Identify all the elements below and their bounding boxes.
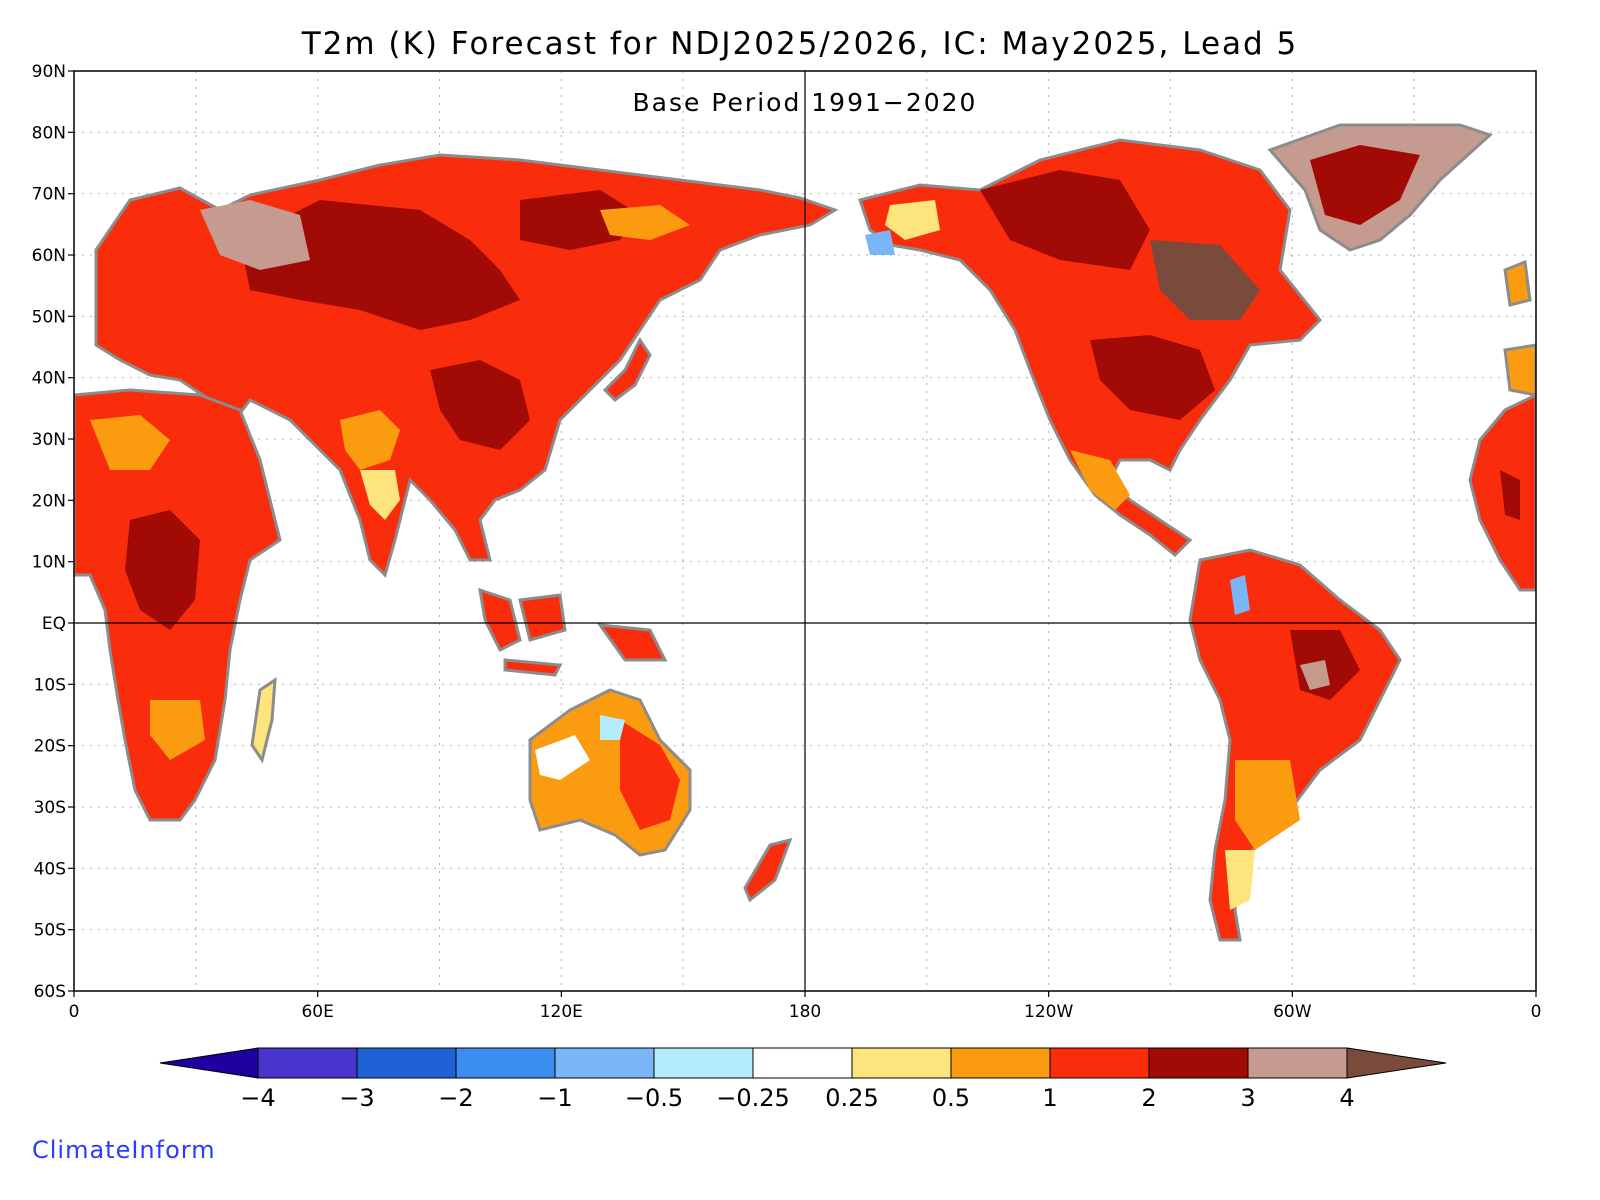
colorbar-swatch (356, 1047, 457, 1079)
colorbar-label: 0.25 (825, 1084, 878, 1112)
colorbar-label: −3 (339, 1084, 374, 1112)
lon-label: 120E (540, 1002, 583, 1022)
north-america-landmass (858, 138, 1323, 558)
lat-label: 60N (32, 246, 66, 266)
lat-label: 10S (34, 675, 66, 695)
lat-label: 50S (34, 921, 66, 941)
colorbar-label: 0.5 (932, 1084, 970, 1112)
greenland-landmass (1267, 123, 1493, 252)
lat-label: 60S (34, 982, 66, 1002)
lat-label: 40N (32, 369, 66, 389)
colorbar: −4 −3 −2 −1 −0.5 −0.25 0.25 0.5 1 2 3 4 (159, 1047, 1447, 1112)
colorbar-swatch (1049, 1047, 1150, 1079)
credit-label: ClimateInform (32, 1136, 216, 1164)
eurasia-heat-core (240, 200, 520, 330)
alaska-warm (885, 200, 940, 240)
colorbar-label: −2 (438, 1084, 473, 1112)
lon-label: 120W (1024, 1002, 1073, 1022)
lat-label: 10N (32, 553, 66, 573)
lon-label: 60E (301, 1002, 333, 1022)
colorbar-label: 3 (1240, 1084, 1255, 1112)
australia-heat (620, 720, 680, 830)
lon-label: 0 (69, 1002, 80, 1022)
eurasia-landmass (94, 153, 839, 578)
lat-label: 40S (34, 859, 66, 879)
canada-heat (980, 170, 1150, 270)
colorbar-label: 2 (1141, 1084, 1156, 1112)
colorbar-label: −1 (537, 1084, 572, 1112)
colorbar-arrow-low (159, 1047, 259, 1079)
lat-label: 20N (32, 491, 66, 511)
colorbar-swatch (554, 1047, 655, 1079)
madagascar-island (250, 677, 277, 764)
arctic-warm-patch (600, 205, 690, 240)
longitude-labels: 0 60E 120E 180 120W 60W 0 (69, 991, 1542, 1022)
colorbar-arrow-high (1346, 1047, 1447, 1079)
east-atlantic-landmass (1468, 259, 1536, 592)
colorbar-swatch (1247, 1047, 1348, 1079)
lat-label: 90N (32, 62, 66, 82)
lat-label: 70N (32, 185, 66, 205)
tibet-warm-patch (340, 410, 400, 470)
japan-island (602, 337, 652, 402)
colorbar-swatch (950, 1047, 1051, 1079)
map-title: T2m (K) Forecast for NDJ2025/2026, IC: M… (301, 26, 1299, 62)
maritime-continent (478, 587, 668, 677)
colorbar-swatch (455, 1047, 556, 1079)
iberia-land (1503, 343, 1536, 397)
lat-label: 30S (34, 798, 66, 818)
lat-label: EQ (42, 614, 66, 634)
mexico-warm (1070, 450, 1130, 510)
britain-land (1503, 259, 1532, 307)
australia-cool (600, 715, 625, 740)
new-zealand-island (743, 837, 793, 903)
base-period-label: Base Period 1991−2020 (633, 88, 978, 117)
colorbar-label: 4 (1339, 1084, 1354, 1112)
greenland-heat (1310, 145, 1420, 225)
africa-warm-south (150, 700, 205, 760)
colorbar-label: 1 (1042, 1084, 1057, 1112)
lat-label: 30N (32, 430, 66, 450)
andes-cool (1230, 575, 1250, 615)
alaska-cool (865, 230, 895, 255)
africa-warm-north (90, 415, 170, 470)
south-america-landmass (1188, 548, 1402, 942)
lon-label: 180 (789, 1002, 821, 1022)
australia-neutral (535, 735, 590, 780)
colorbar-swatch (851, 1047, 952, 1079)
colorbar-label: −0.5 (625, 1084, 683, 1112)
us-heat (1090, 335, 1215, 420)
china-heat (430, 360, 530, 450)
colorbar-label: −0.25 (716, 1084, 790, 1112)
africa-landmass (74, 388, 282, 822)
lon-label: 60W (1273, 1002, 1312, 1022)
hudson-heat (1150, 240, 1260, 320)
colorbar-swatch (257, 1047, 358, 1079)
lat-label: 80N (32, 123, 66, 143)
scandinavia-heat (200, 200, 310, 270)
patagonia-neutral (1225, 850, 1255, 910)
lat-label: 50N (32, 307, 66, 327)
lon-label: 0 (1531, 1002, 1542, 1022)
colorbar-swatch (653, 1047, 754, 1079)
australia-landmass (528, 688, 692, 857)
south-america-warm (1235, 760, 1300, 850)
africa-warm-core (125, 510, 200, 630)
lat-label: 20S (34, 737, 66, 757)
colorbar-label: −4 (240, 1084, 275, 1112)
colorbar-swatch (1148, 1047, 1249, 1079)
latitude-labels: 90N 80N 70N 60N 50N 40N 30N 20N 10N EQ 10S 20S 30S 40… (32, 62, 74, 1002)
colorbar-swatch (752, 1047, 853, 1079)
west-africa-heat (1500, 470, 1520, 520)
india-warm-patch (360, 470, 400, 520)
brazil-hot-core (1300, 660, 1330, 690)
